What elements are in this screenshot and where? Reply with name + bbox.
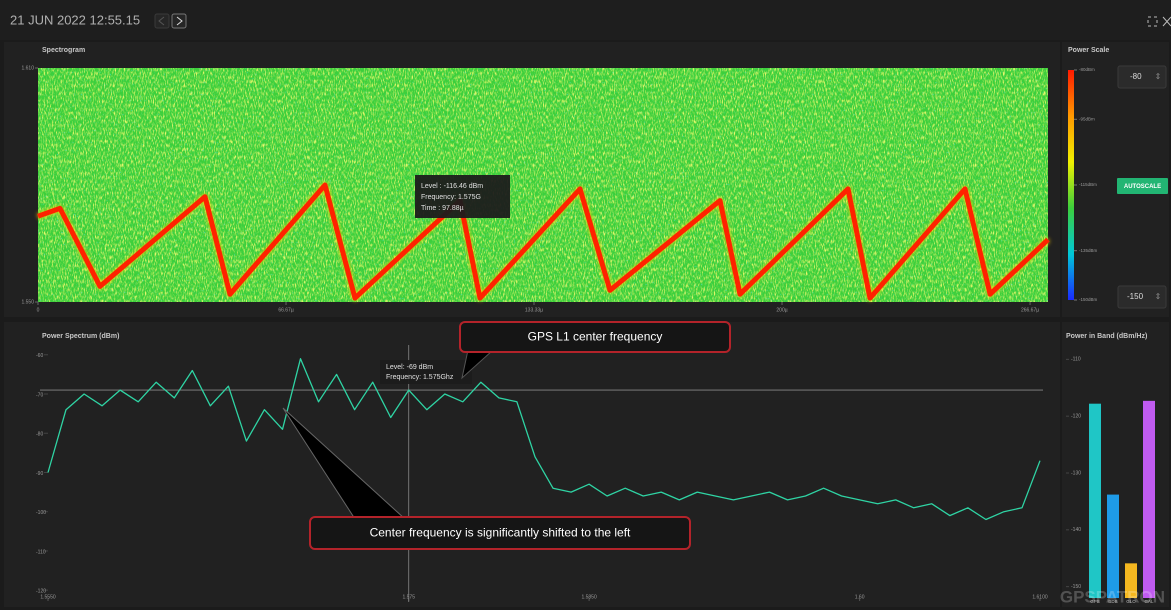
tooltip-text: Frequency: 1.575Ghz [386, 374, 454, 381]
tooltip-text: Level : -116.46 dBm [421, 183, 483, 190]
x-tick-label: 1.6100 [1032, 594, 1048, 600]
colorbar [1068, 70, 1074, 300]
panel-title: Power Scale [1068, 47, 1109, 54]
tooltip-text: Time : 97.88µ [421, 205, 464, 212]
y-tick-label: -70 [36, 392, 43, 398]
x-tick-label: 1.5550 [40, 594, 56, 600]
x-tick-label: 1.60 [855, 594, 865, 600]
x-tick-label: 1.5850 [581, 594, 597, 600]
bar [1143, 401, 1155, 598]
x-tick-label: 200µ [776, 307, 787, 313]
spinner-icon[interactable]: ⇕ [1155, 292, 1162, 301]
timestamp: 21 JUN 2022 12:55.15 [10, 12, 140, 27]
spectrum-panel [4, 322, 1060, 607]
watermark: GPSPATRON [1060, 587, 1165, 606]
y-tick-label: -120 [1071, 414, 1081, 420]
tooltip-text: Level: -69 dBm [386, 364, 433, 371]
prev-button[interactable] [155, 14, 169, 28]
y-tick-label: -130 [1071, 470, 1081, 476]
callout-text: GPS L1 center frequency [528, 330, 663, 344]
y-tick-label: -140 [1071, 527, 1081, 533]
panel-title: Spectrogram [42, 47, 85, 54]
bar [1107, 495, 1119, 598]
page: Spectrum analyzer { "header": {"timestam… [0, 0, 1171, 610]
x-tick-label: 0 [37, 307, 40, 313]
y-tick-label: -135dBm [1079, 248, 1098, 253]
y-tick-label: 1.610 [21, 65, 34, 71]
body: 21 JUN 2022 12:55.15 Spectrogram Power S… [0, 0, 1171, 610]
autoscale-label[interactable]: AUTOSCALE [1124, 184, 1161, 190]
callout-text: Center frequency is significantly shifte… [370, 526, 631, 540]
x-tick-label: 266.67µ [1021, 307, 1039, 313]
x-tick-label: 133.33µ [525, 307, 543, 313]
app-screen: 21 JUN 2022 12:55.15 Spectrogram Power S… [0, 0, 1171, 610]
panel-title: Power in Band (dBm/Hz) [1066, 333, 1147, 340]
y-tick-label: -90 [36, 471, 43, 477]
y-tick-label: -110 [1071, 357, 1081, 363]
panel-title: Power Spectrum (dBm) [42, 333, 119, 340]
next-button[interactable] [172, 14, 186, 28]
y-tick-label: -80 [36, 432, 43, 438]
y-tick-label: -115dBm [1079, 182, 1097, 187]
y-tick-label: -110 [36, 549, 46, 555]
y-tick-label: -80dBm [1079, 67, 1095, 72]
scale-max-value: -80 [1130, 72, 1142, 81]
y-tick-label: -150dBm [1079, 297, 1098, 302]
y-tick-label: 1.550 [21, 299, 34, 305]
y-tick-label: -100 [36, 510, 46, 516]
scale-min-value: -150 [1127, 292, 1144, 301]
tooltip-text: Frequency: 1.575G [421, 194, 481, 201]
y-tick-label: -60 [36, 353, 43, 359]
bar [1089, 404, 1101, 598]
spinner-icon[interactable]: ⇕ [1155, 72, 1162, 81]
x-tick-label: 66.67µ [278, 307, 294, 313]
y-tick-label: -95dBm [1079, 116, 1095, 121]
